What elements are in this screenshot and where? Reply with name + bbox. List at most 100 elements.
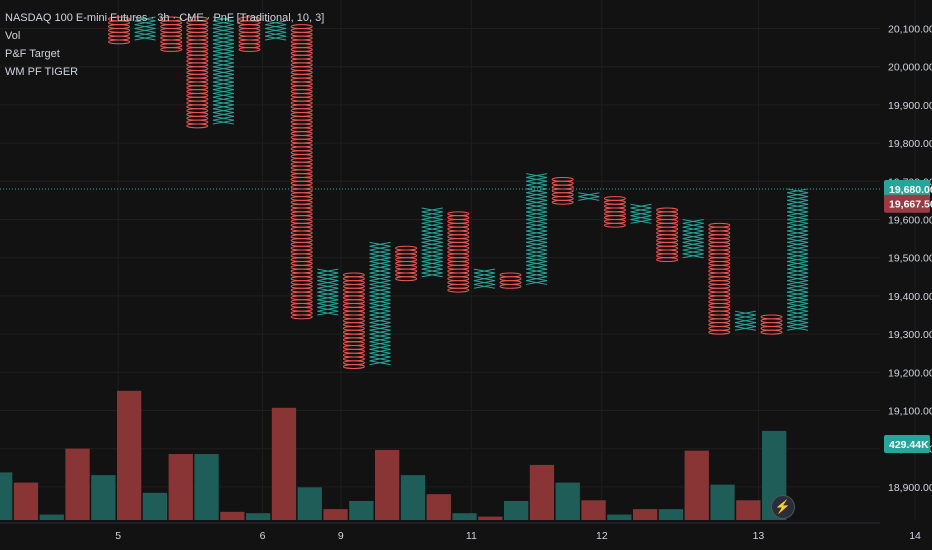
o-box <box>342 325 365 331</box>
o-box <box>447 249 470 255</box>
volume-bar <box>39 514 64 520</box>
x-column <box>134 16 156 41</box>
x-box <box>369 345 391 350</box>
x-box <box>369 272 391 278</box>
x-box <box>421 226 443 232</box>
x-box <box>317 306 339 312</box>
x-box <box>265 31 287 37</box>
x-box <box>734 322 756 327</box>
x-box <box>787 295 809 301</box>
volume-bar <box>426 494 451 520</box>
o-box <box>708 310 731 316</box>
x-box <box>682 245 704 251</box>
x-box <box>787 322 809 327</box>
o-box <box>760 314 783 320</box>
lightning-icon[interactable]: ⚡ <box>771 495 795 519</box>
x-box <box>369 306 391 312</box>
o-box <box>290 196 313 201</box>
legend-pf-target[interactable]: P&F Target <box>5 48 60 60</box>
legend-title[interactable]: NASDAQ 100 E-mini Futures · 3h · CME · P… <box>5 12 325 24</box>
x-box <box>630 215 652 220</box>
o-box <box>708 318 731 324</box>
o-box <box>708 222 731 228</box>
o-column <box>499 272 522 289</box>
o-box <box>603 219 626 224</box>
o-box <box>290 108 313 114</box>
volume-bar <box>684 450 709 520</box>
o-box <box>290 115 313 121</box>
o-box <box>290 280 313 285</box>
x-box <box>212 77 234 83</box>
x-box <box>787 196 809 201</box>
x-box <box>212 28 234 33</box>
x-box <box>421 261 443 266</box>
x-box <box>212 81 234 87</box>
x-box <box>369 329 391 335</box>
x-box <box>421 207 443 213</box>
o-box <box>395 249 418 255</box>
x-box <box>369 299 391 305</box>
x-box <box>787 303 809 308</box>
o-box <box>290 180 313 186</box>
x-box <box>212 50 234 56</box>
x-box <box>212 108 234 114</box>
x-box <box>526 226 548 232</box>
o-box <box>447 264 470 270</box>
x-box <box>526 234 548 240</box>
x-box <box>265 35 287 41</box>
o-box <box>395 276 418 282</box>
x-box <box>212 92 234 98</box>
o-box <box>342 341 365 347</box>
x-box <box>787 230 809 236</box>
x-column <box>578 192 600 201</box>
legend-wm[interactable]: WM PF TIGER <box>5 66 79 78</box>
y-tick-label: 19,200.00 <box>888 367 932 379</box>
o-column <box>656 207 679 263</box>
x-box <box>787 272 809 278</box>
x-box <box>630 211 652 217</box>
o-box <box>395 272 418 278</box>
legend-vol[interactable]: Vol <box>5 30 21 42</box>
o-box <box>499 276 522 282</box>
x-tick-label: 13 <box>753 530 765 542</box>
x-box <box>317 283 339 289</box>
x-column <box>369 241 391 366</box>
y-tick-label: 19,100.00 <box>888 406 932 418</box>
volume-bar <box>246 513 271 520</box>
x-box <box>526 245 548 251</box>
x-box <box>369 322 391 327</box>
x-column <box>734 310 756 331</box>
x-box <box>369 303 391 308</box>
o-box <box>499 272 522 278</box>
x-box <box>369 268 391 274</box>
y-tick-label: 18,900.00 <box>888 482 932 494</box>
pnf-columns <box>108 16 809 369</box>
o-box <box>342 329 365 335</box>
x-column <box>212 16 234 125</box>
x-box <box>787 222 809 228</box>
x-box <box>421 253 443 259</box>
x-box <box>212 31 234 37</box>
x-box <box>682 226 704 232</box>
x-box <box>212 104 234 110</box>
o-box <box>708 303 731 308</box>
y-tick-label: 19,800.00 <box>888 138 932 150</box>
o-box <box>447 287 470 293</box>
x-box <box>134 24 156 29</box>
o-box <box>551 188 574 194</box>
x-box <box>787 291 809 297</box>
x-box <box>526 180 548 186</box>
o-box <box>290 119 313 125</box>
o-box <box>342 303 365 308</box>
o-box <box>186 112 209 117</box>
o-box <box>656 241 679 247</box>
x-box <box>578 192 600 198</box>
o-box <box>656 219 679 224</box>
o-box <box>708 295 731 301</box>
time-axis[interactable]: 5 6 9 11 12 13 14 <box>0 522 921 542</box>
price-axis[interactable]: 20,100.0020,000.0019,900.0019,800.0019,7… <box>888 24 932 494</box>
o-box <box>708 264 731 270</box>
volume-bar <box>65 448 90 520</box>
o-box <box>395 261 418 266</box>
